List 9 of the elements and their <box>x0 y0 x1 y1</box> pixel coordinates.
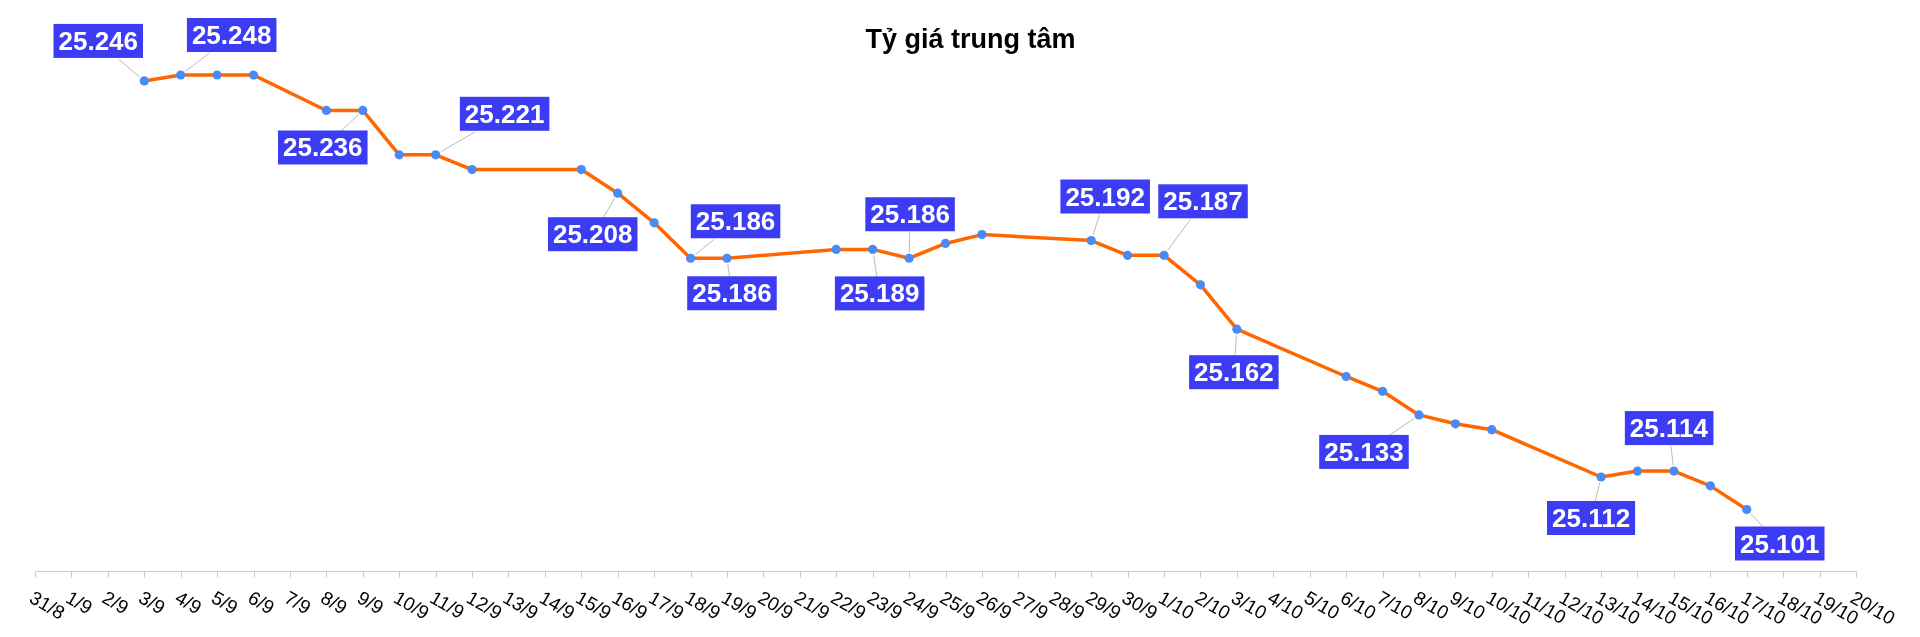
x-tick-label: 7/9 <box>280 586 315 619</box>
x-tick-label: 5/9 <box>208 586 242 619</box>
x-tick-label: 4/9 <box>171 586 206 619</box>
x-tick-label: 3/9 <box>135 586 169 619</box>
chart-title: Tỷ giá trung tâm <box>865 24 1076 54</box>
x-tick-label: 6/9 <box>244 586 278 619</box>
x-tick-label: 9/9 <box>353 586 388 619</box>
x-tick-label: 2/9 <box>98 586 133 619</box>
x-tick-label: 8/9 <box>317 586 351 619</box>
